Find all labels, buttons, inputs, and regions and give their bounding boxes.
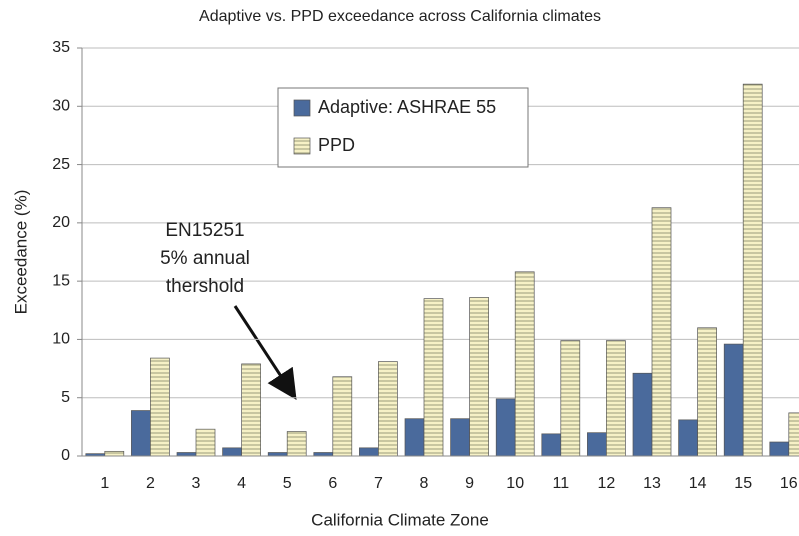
y-tick-label: 25 xyxy=(52,156,70,173)
bar xyxy=(678,419,698,457)
bar xyxy=(788,412,799,457)
bar xyxy=(495,398,516,457)
bar xyxy=(632,372,653,457)
legend-swatch xyxy=(293,99,311,117)
x-tick-label: 13 xyxy=(643,475,661,492)
bar xyxy=(332,376,353,457)
bar xyxy=(241,363,261,457)
bar xyxy=(560,340,581,457)
legend-label: PPD xyxy=(318,135,355,155)
annotation-text: 5% annual xyxy=(160,248,250,269)
x-tick-label: 11 xyxy=(552,475,569,492)
x-tick-label: 5 xyxy=(283,475,292,492)
bar xyxy=(606,340,626,457)
y-tick-label: 20 xyxy=(52,214,70,231)
x-tick-label: 1 xyxy=(100,475,109,492)
bar xyxy=(404,418,425,457)
bar xyxy=(769,441,790,457)
y-axis-label: Exceedance (%) xyxy=(11,190,30,315)
bar xyxy=(195,428,216,457)
y-tick-label: 15 xyxy=(52,272,70,289)
bar xyxy=(742,83,763,457)
annotation-text: thershold xyxy=(166,276,244,297)
chart-title: Adaptive vs. PPD exceedance across Calif… xyxy=(199,8,601,25)
bar xyxy=(378,361,398,457)
bar xyxy=(697,327,717,457)
x-tick-label: 16 xyxy=(780,475,798,492)
x-tick-label: 12 xyxy=(598,475,616,492)
x-tick-label: 9 xyxy=(465,475,474,492)
bar xyxy=(651,207,672,457)
bar xyxy=(359,447,379,457)
x-tick-label: 3 xyxy=(192,475,201,492)
x-tick-label: 8 xyxy=(420,475,429,492)
x-tick-label: 14 xyxy=(689,475,707,492)
y-tick-label: 30 xyxy=(52,98,70,115)
bar xyxy=(286,431,307,457)
bar xyxy=(450,418,470,457)
x-tick-label: 4 xyxy=(237,475,246,492)
bar xyxy=(222,447,242,457)
bar xyxy=(514,271,535,457)
bar xyxy=(131,410,151,457)
bar xyxy=(423,298,444,457)
x-axis-label: California Climate Zone xyxy=(311,510,489,529)
legend-swatch xyxy=(293,137,311,155)
legend-label: Adaptive: ASHRAE 55 xyxy=(318,97,496,117)
bar xyxy=(267,452,288,457)
bar xyxy=(176,452,197,457)
x-tick-label: 15 xyxy=(734,475,752,492)
annotation-arrow xyxy=(233,305,297,401)
y-tick-label: 0 xyxy=(61,447,70,464)
bar xyxy=(541,433,562,457)
bar xyxy=(313,452,334,457)
x-tick-label: 6 xyxy=(328,475,337,492)
annotation-text: EN15251 xyxy=(165,220,244,241)
x-tick-label: 2 xyxy=(146,475,155,492)
y-tick-label: 10 xyxy=(52,331,70,348)
legend-box xyxy=(277,87,529,168)
y-tick-label: 35 xyxy=(52,39,70,56)
bar xyxy=(723,343,744,457)
x-tick-label: 10 xyxy=(506,475,524,492)
bar xyxy=(587,432,607,457)
bar xyxy=(150,357,170,457)
y-tick-label: 5 xyxy=(61,389,70,406)
bar xyxy=(104,450,125,457)
x-tick-label: 7 xyxy=(374,475,383,492)
bar xyxy=(469,297,489,457)
